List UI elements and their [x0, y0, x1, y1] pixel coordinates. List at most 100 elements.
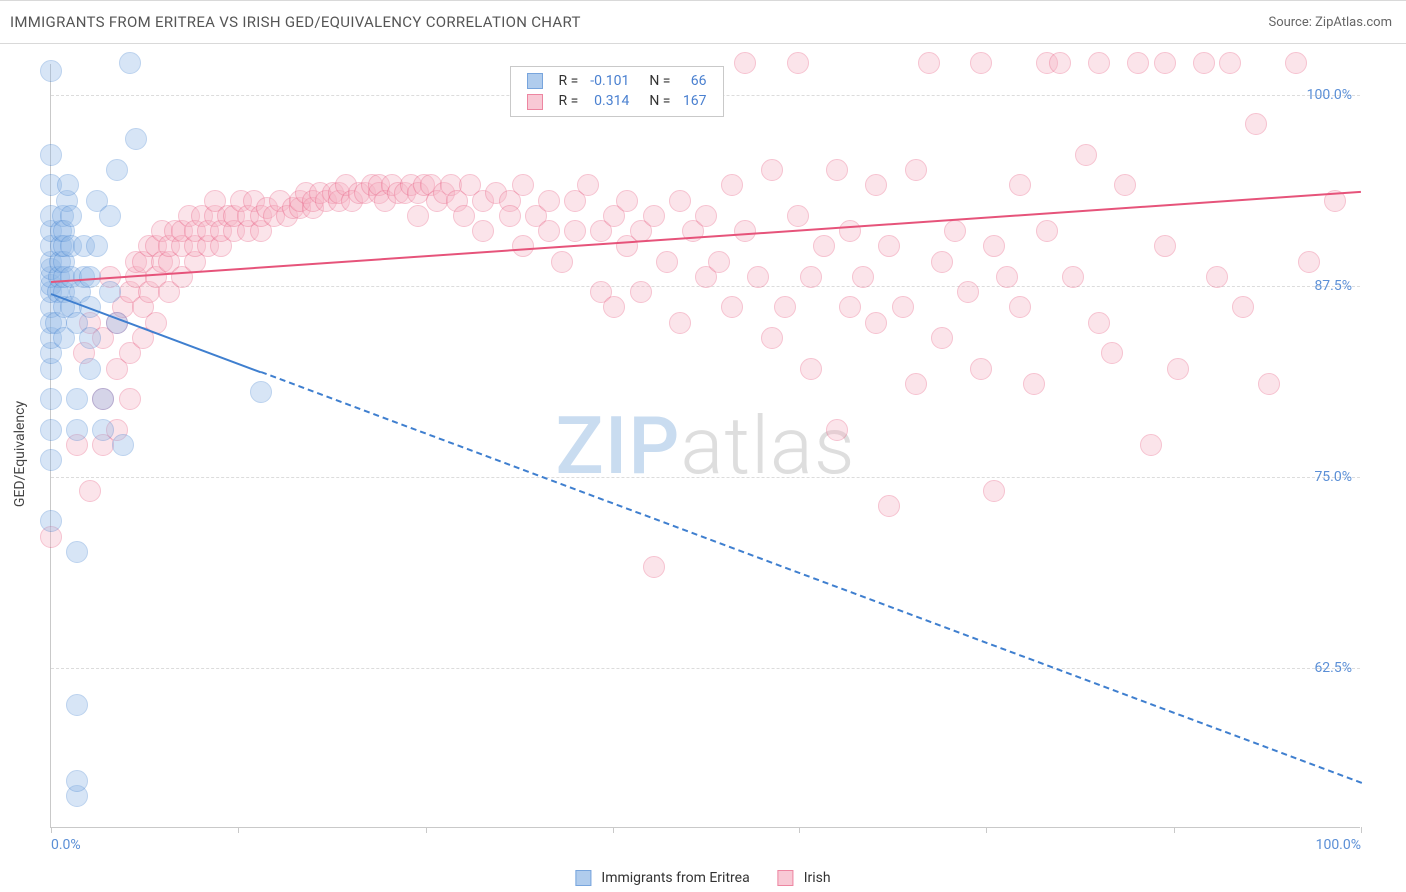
scatter-point: [1062, 266, 1084, 288]
legend-item-irish: Irish: [778, 870, 831, 886]
scatter-point: [970, 358, 992, 380]
scatter-point: [800, 358, 822, 380]
gridline: [51, 477, 1360, 478]
scatter-point: [1088, 312, 1110, 334]
gridline: [51, 668, 1360, 669]
scatter-point: [1049, 52, 1071, 74]
scatter-point: [1219, 52, 1241, 74]
scatter-point: [250, 381, 272, 403]
scatter-point: [1154, 52, 1176, 74]
scatter-point: [66, 694, 88, 716]
x-tick: [238, 827, 239, 833]
scatter-point: [878, 235, 900, 257]
scatter-point: [499, 205, 521, 227]
x-tick: [1174, 827, 1175, 833]
legend-label-irish: Irish: [804, 870, 831, 886]
scatter-point: [99, 281, 121, 303]
scatter-point: [1298, 251, 1320, 273]
scatter-point: [119, 52, 141, 74]
x-tick: [986, 827, 987, 833]
scatter-point: [99, 205, 121, 227]
scatter-point: [407, 205, 429, 227]
trendline-dashed: [260, 371, 1361, 784]
x-tick-label: 0.0%: [51, 837, 81, 853]
scatter-point: [603, 296, 625, 318]
correlation-stats-box: R =-0.101N =66R =0.314N =167: [510, 66, 724, 117]
scatter-point: [839, 220, 861, 242]
scatter-point: [60, 205, 82, 227]
scatter-point: [761, 159, 783, 181]
scatter-point: [512, 174, 534, 196]
x-tick: [1361, 827, 1362, 833]
scatter-point: [577, 174, 599, 196]
scatter-point: [1075, 144, 1097, 166]
scatter-point: [57, 174, 79, 196]
scatter-point: [1167, 358, 1189, 380]
scatter-point: [1127, 52, 1149, 74]
scatter-point: [656, 251, 678, 273]
scatter-point: [40, 144, 62, 166]
legend-bottom: Immigrants from Eritrea Irish: [575, 870, 830, 886]
scatter-point: [40, 388, 62, 410]
scatter-point: [957, 281, 979, 303]
watermark-zip: ZIP: [556, 399, 681, 493]
scatter-point: [669, 190, 691, 212]
scatter-point: [643, 556, 665, 578]
scatter-point: [761, 327, 783, 349]
scatter-point: [983, 480, 1005, 502]
scatter-point: [708, 251, 730, 273]
scatter-point: [92, 419, 114, 441]
x-tick: [51, 827, 52, 833]
chart-plot-area: ZIPatlas 62.5%75.0%87.5%100.0%0.0%100.0%…: [50, 64, 1360, 828]
scatter-point: [1088, 52, 1110, 74]
watermark-atlas: atlas: [680, 399, 855, 493]
scatter-point: [734, 220, 756, 242]
scatter-point: [119, 388, 141, 410]
scatter-point: [695, 205, 717, 227]
y-tick-label: 75.0%: [1314, 469, 1352, 485]
scatter-point: [774, 296, 796, 318]
scatter-point: [106, 159, 128, 181]
scatter-point: [813, 235, 835, 257]
scatter-point: [865, 312, 887, 334]
scatter-point: [669, 312, 691, 334]
scatter-point: [1154, 235, 1176, 257]
scatter-point: [996, 266, 1018, 288]
scatter-point: [40, 60, 62, 82]
scatter-point: [905, 373, 927, 395]
scatter-point: [538, 190, 560, 212]
scatter-point: [892, 296, 914, 318]
chart-source: Source: ZipAtlas.com: [1268, 15, 1392, 30]
chart-title: IMMIGRANTS FROM ERITREA VS IRISH GED/EQU…: [10, 13, 581, 31]
scatter-point: [800, 266, 822, 288]
scatter-point: [747, 266, 769, 288]
scatter-point: [643, 205, 665, 227]
scatter-point: [616, 190, 638, 212]
scatter-point: [453, 205, 475, 227]
scatter-point: [1193, 52, 1215, 74]
scatter-point: [787, 52, 809, 74]
x-tick: [799, 827, 800, 833]
scatter-point: [538, 220, 560, 242]
scatter-point: [1009, 174, 1031, 196]
x-tick: [426, 827, 427, 833]
watermark: ZIPatlas: [556, 399, 856, 493]
scatter-point: [1232, 296, 1254, 318]
scatter-point: [40, 510, 62, 532]
x-tick: [613, 827, 614, 833]
scatter-point: [1009, 296, 1031, 318]
legend-item-eritrea: Immigrants from Eritrea: [575, 870, 749, 886]
scatter-point: [512, 235, 534, 257]
scatter-point: [125, 128, 147, 150]
scatter-point: [1023, 373, 1045, 395]
scatter-point: [931, 327, 953, 349]
scatter-point: [1258, 373, 1280, 395]
scatter-point: [112, 434, 134, 456]
scatter-point: [1114, 174, 1136, 196]
scatter-point: [865, 174, 887, 196]
scatter-point: [839, 296, 861, 318]
chart-header: IMMIGRANTS FROM ERITREA VS IRISH GED/EQU…: [0, 0, 1406, 44]
scatter-point: [826, 419, 848, 441]
scatter-point: [630, 281, 652, 303]
scatter-point: [79, 358, 101, 380]
